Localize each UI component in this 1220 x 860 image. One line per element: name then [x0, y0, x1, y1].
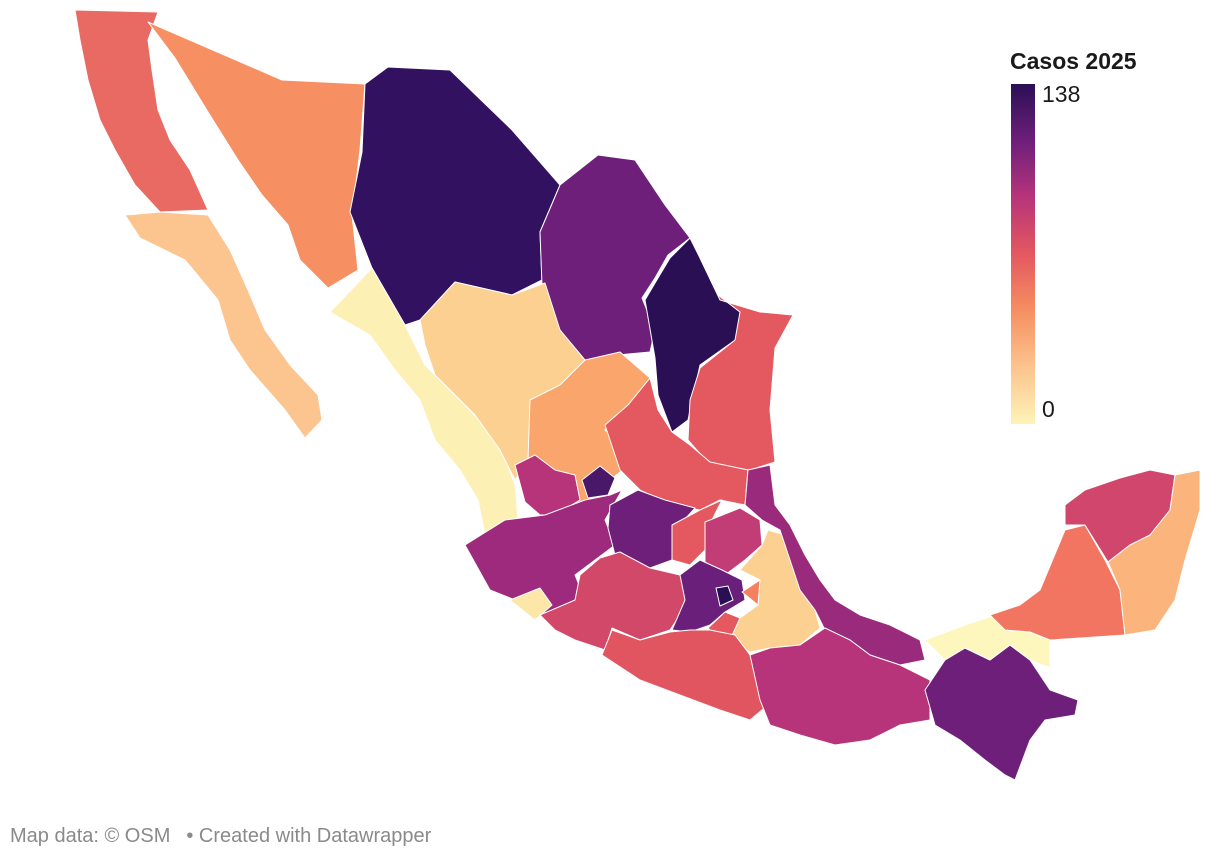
footer-credit: Map data: © OSM	[10, 825, 171, 847]
footer: Map data: © OSM • Created with Datawrappe…	[10, 825, 431, 848]
state-campeche[interactable]	[989, 524, 1126, 641]
state-baja-california-sur[interactable]	[124, 211, 323, 439]
state-baja-california[interactable]	[74, 9, 209, 213]
legend-min-label: 0	[1042, 396, 1055, 422]
legend-max-label: 138	[1042, 81, 1081, 107]
state-chiapas[interactable]	[924, 644, 1079, 781]
state-ciudad-de-mexico[interactable]	[715, 585, 734, 607]
footer-created-with: • Created with Datawrapper	[186, 825, 432, 847]
state-aguascalientes[interactable]	[581, 465, 616, 499]
state-puebla[interactable]	[729, 529, 821, 653]
state-colima[interactable]	[509, 587, 553, 621]
state-veracruz[interactable]	[744, 464, 926, 666]
legend-color-scale	[1011, 84, 1035, 424]
legend-title: Casos 2025	[1010, 48, 1137, 74]
state-quintana-roo[interactable]	[1107, 469, 1201, 636]
state-nayarit[interactable]	[514, 454, 581, 516]
